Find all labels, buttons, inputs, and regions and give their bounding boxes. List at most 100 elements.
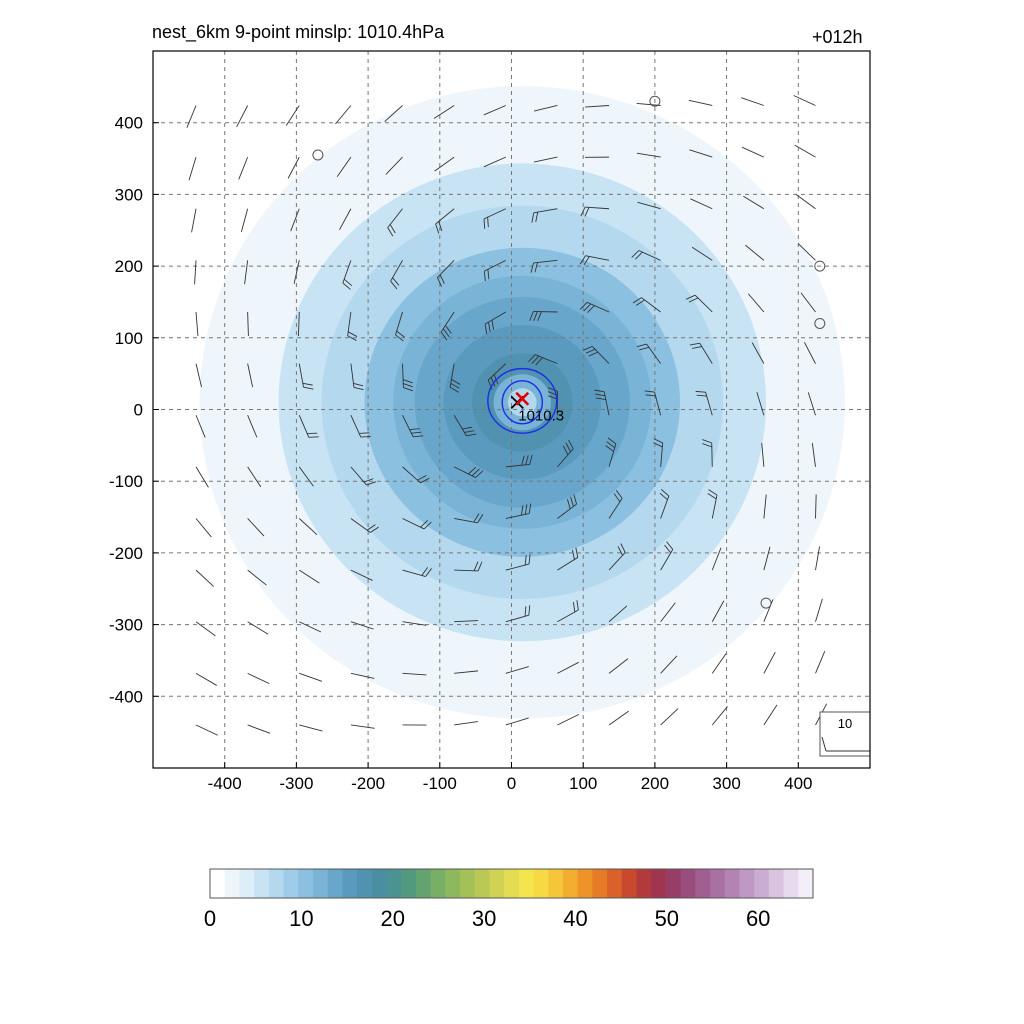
wind-barb-49 [339, 208, 352, 231]
wind-barb-69-flag-1 [473, 513, 480, 523]
y-tick-label-4: 0 [134, 401, 143, 420]
wind-barb-73-flag-1 [442, 328, 450, 338]
wind-barb-51 [335, 105, 352, 125]
wind-barb-94-flag-0 [573, 494, 578, 505]
wind-barb-43-flag-1 [366, 524, 376, 531]
wind-barb-107-flag-1 [613, 493, 621, 503]
wind-barb-82-flag-0 [528, 503, 532, 514]
wind-barb-0 [195, 724, 218, 736]
colorbar-swatch-4 [268, 869, 285, 898]
colorbar-tick-label-5: 50 [655, 906, 679, 931]
wind-barb-13 [247, 724, 271, 734]
wind-barb-116 [660, 708, 679, 726]
colorbar-swatch-15 [430, 869, 446, 898]
wind-barb-75-flag-1 [438, 221, 443, 232]
wind-barb-138 [691, 246, 713, 261]
x-tick-label-3: -100 [423, 774, 457, 793]
wind-barb-96-flag-0 [547, 387, 558, 392]
colorbar-swatch-28 [621, 869, 638, 898]
wind-barb-58-flag-1 [411, 431, 422, 434]
wind-barb-100-flag-1 [535, 212, 539, 223]
wind-barb-17 [247, 518, 265, 537]
wind-barb-45-flag-0 [360, 436, 371, 438]
wind-barb-86-flag-1 [487, 269, 490, 280]
wind-barb-101 [533, 156, 558, 163]
wind-barb-63 [385, 156, 403, 175]
wind-barb-154 [741, 97, 765, 106]
wind-barb-124-flag-0 [632, 297, 642, 304]
wind-barb-97 [534, 354, 558, 365]
wind-barb-2 [195, 621, 216, 637]
wind-barb-39 [350, 724, 375, 729]
y-tick-label-8: -400 [109, 687, 143, 706]
wind-barb-59-flag-2 [402, 379, 413, 384]
wind-barb-26 [299, 724, 323, 732]
colorbar-tick-label-0: 0 [204, 906, 216, 931]
wind-barb-33-flag-1 [302, 382, 313, 386]
wind-barb-108-flag-1 [606, 441, 615, 449]
x-tick-label-1: -300 [279, 774, 313, 793]
wind-barb-61-flag-0 [390, 280, 398, 290]
wind-barb-99-flag-1 [534, 262, 538, 273]
colorbar-swatch-13 [401, 869, 417, 898]
wind-barb-66 [454, 670, 479, 674]
wind-barb-140 [689, 149, 713, 158]
wind-barb-136-flag-1 [691, 346, 702, 349]
wind-barb-107-flag-0 [615, 490, 623, 499]
colorbar-tick-label-2: 20 [380, 906, 404, 931]
wind-barb-67 [454, 620, 479, 623]
wind-barb-72-flag-2 [451, 379, 461, 385]
colorbar-swatch-18 [474, 869, 491, 898]
colorbar-swatch-23 [548, 869, 564, 898]
wind-barb-41 [350, 621, 374, 630]
wind-barb-19 [247, 415, 258, 438]
wind-barb-7 [195, 363, 202, 388]
wind-barb-83-flag-1 [525, 455, 529, 465]
wind-barb-133-flag-1 [707, 493, 717, 500]
wind-barb-110-flag-0 [582, 345, 593, 351]
wind-barb-68-flag-1 [473, 561, 479, 571]
wind-barb-53 [402, 672, 427, 676]
forecast-hour-label: +012h [812, 27, 863, 47]
colorbar-swatch-21 [518, 869, 535, 898]
wind-barb-18 [247, 466, 262, 488]
colorbar-swatch-25 [577, 869, 593, 898]
wind-barb-137-flag-1 [688, 297, 699, 303]
storm-center-marker [515, 391, 530, 406]
wind-barb-158 [815, 546, 821, 571]
wind-barb-106-flag-1 [617, 546, 623, 556]
wind-barb-1 [195, 672, 217, 686]
wind-barb-125-flag-0 [631, 250, 640, 258]
barb-reference-label: 10 [838, 716, 852, 731]
wind-barb-94-flag-1 [570, 496, 574, 507]
colorbar-swatch-38 [768, 869, 785, 898]
wind-barb-113 [585, 206, 610, 210]
wind-barb-124-flag-1 [635, 299, 645, 306]
wind-barb-5 [195, 466, 209, 488]
wind-barb-87-flag-1 [487, 217, 489, 228]
wind-barb-29 [299, 569, 320, 584]
colorbar-tick-label-6: 60 [746, 906, 770, 931]
wind-barb-167 [793, 95, 816, 106]
x-tick-label-7: 300 [712, 774, 740, 793]
wind-barb-84 [487, 363, 507, 381]
wind-barb-98-flag-2 [537, 311, 542, 322]
colorbar-swatch-8 [327, 869, 343, 898]
wind-barb-71-flag-2 [462, 426, 473, 430]
wind-barb-25 [236, 105, 249, 128]
wind-barb-60 [395, 311, 403, 336]
min-pressure-label: 1010.3 [518, 407, 564, 424]
pressure-contour-0 [487, 367, 558, 434]
colorbar-swatch-22 [533, 869, 549, 898]
wind-barb-56-flag-1 [420, 519, 429, 528]
wind-barb-45 [350, 415, 362, 438]
colorbar-frame [209, 868, 814, 899]
barb-reference-box [819, 711, 871, 757]
wind-barb-118 [660, 602, 676, 623]
colorbar-swatch-40 [798, 869, 814, 898]
pressure-contour-1 [501, 380, 544, 425]
wind-barb-82-flag-2 [520, 505, 524, 516]
x-tick-label-5: 100 [569, 774, 597, 793]
wind-barb-93-flag-0 [575, 547, 579, 558]
wind-barb-81-flag-1 [524, 555, 527, 566]
